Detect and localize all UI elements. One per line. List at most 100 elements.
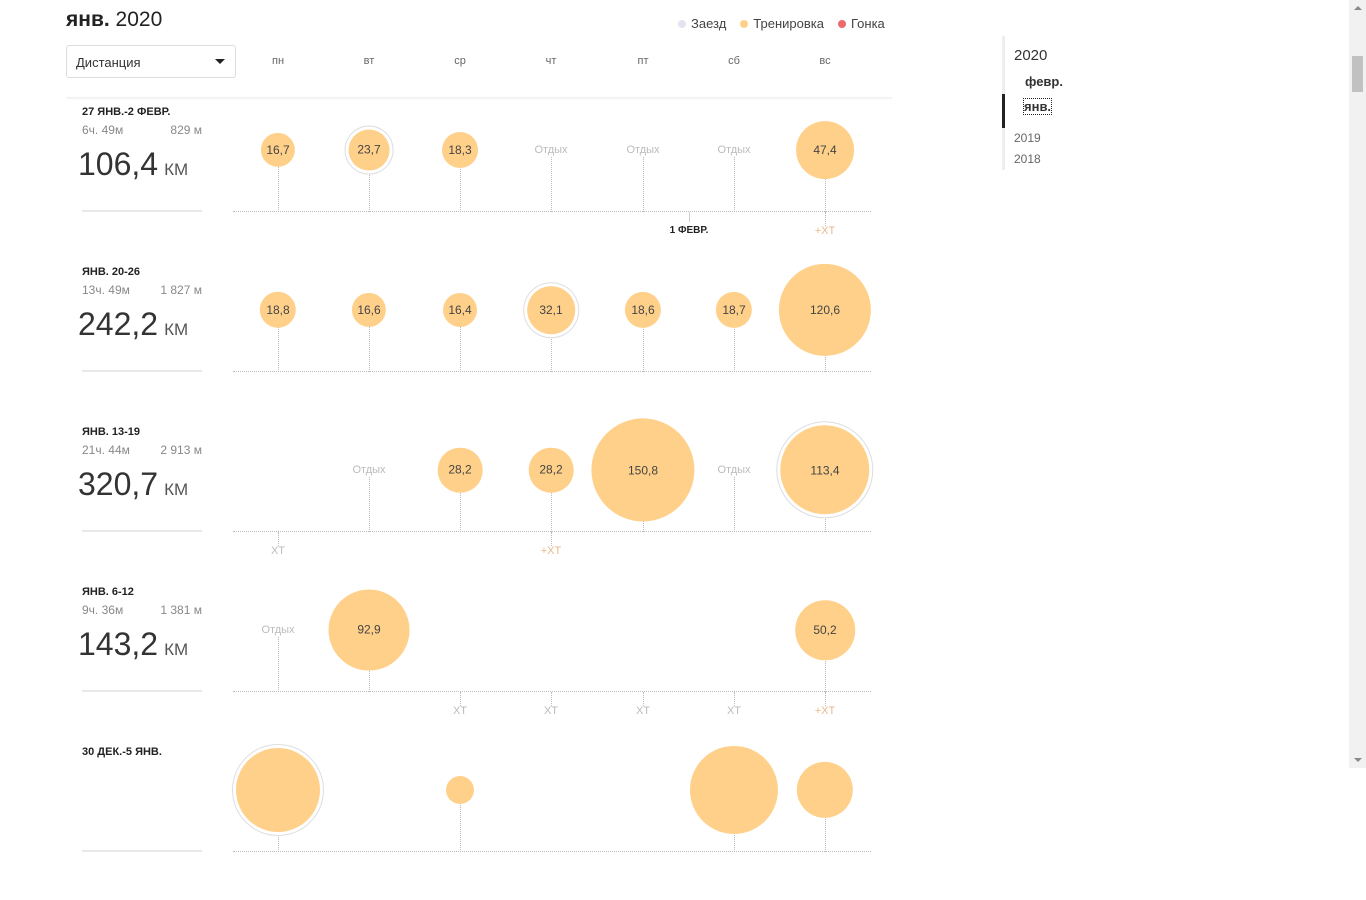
week-label: ЯНВ. 13-19 [82, 426, 141, 438]
week-distance: 320,7 КМ [78, 466, 188, 503]
day-stem [825, 150, 826, 212]
activity-bubble[interactable] [796, 761, 854, 819]
legend-label: Заезд [691, 16, 727, 31]
activity-bubble[interactable]: 47,4 [796, 121, 854, 179]
activity-bubble[interactable]: 50,2 [795, 600, 855, 660]
week-elevation: 1 827 м [160, 283, 202, 297]
week-label: 27 ЯНВ.-2 ФЕВР. [82, 106, 171, 118]
day-stem [825, 630, 826, 692]
day-stem [369, 150, 370, 212]
legend-item[interactable]: Тренировка [740, 16, 824, 31]
day-header: вс [819, 55, 831, 67]
legend-item[interactable]: Гонка [837, 16, 885, 31]
activity-bubble[interactable]: 120,6 [778, 263, 872, 357]
legend-item[interactable]: Заезд [678, 16, 726, 31]
distance-value: 242,2 [78, 306, 159, 342]
scroll-down-icon[interactable] [1354, 758, 1362, 762]
week-baseline [233, 531, 871, 532]
day-stem [278, 310, 279, 372]
week-duration: 21ч. 44м [82, 443, 130, 457]
nav-month-feb[interactable]: февр. [1025, 74, 1063, 89]
page-title: янв. 2020 [66, 8, 163, 31]
day-stem [369, 310, 370, 372]
xt-stem [825, 692, 826, 706]
month-marker-tick [688, 212, 690, 222]
xt-stem [460, 692, 461, 706]
cross-training-label[interactable]: +XT [814, 225, 836, 237]
day-stem [643, 150, 644, 212]
header-divider [66, 97, 892, 100]
week-elevation: 1 381 м [160, 603, 202, 617]
activity-bubble[interactable]: 16,4 [442, 292, 478, 328]
activity-bubble[interactable] [236, 748, 320, 832]
rest-day-label: Отдых [626, 144, 660, 156]
xt-stem [643, 692, 644, 706]
day-header: пн [271, 55, 285, 67]
week-divider [82, 850, 202, 852]
day-stem [734, 150, 735, 212]
activity-bubble[interactable] [689, 745, 779, 835]
day-stem [460, 310, 461, 372]
cross-training-label[interactable]: XT [726, 705, 742, 717]
activity-bubble[interactable]: 18,6 [624, 291, 662, 329]
legend-dot-icon [837, 20, 846, 28]
month-marker: 1 ФЕВР. [669, 225, 709, 236]
distance-unit: КМ [164, 320, 189, 339]
metric-select[interactable]: Дистанция [66, 45, 236, 78]
activity-bubble[interactable]: 92,9 [328, 589, 410, 671]
day-stem [734, 310, 735, 372]
day-stem [460, 150, 461, 212]
scrollbar-thumb[interactable] [1352, 56, 1363, 92]
legend: Заезд Тренировка Гонка [678, 16, 885, 31]
day-header: чт [545, 55, 557, 67]
nav-year-2018[interactable]: 2018 [1014, 152, 1041, 166]
activity-bubble[interactable]: 150,8 [591, 418, 695, 522]
activity-bubble[interactable]: 18,8 [259, 291, 297, 329]
cross-training-label[interactable]: XT [452, 705, 468, 717]
week-divider [82, 530, 202, 532]
xt-stem [551, 532, 552, 546]
activity-bubble[interactable]: 28,2 [437, 447, 483, 493]
activity-bubble[interactable]: 23,7 [348, 129, 390, 171]
week-row: 27 ЯНВ.-2 ФЕВР. 6ч. 49м 829 м 106,4 КМ 16,7 23… [0, 100, 900, 260]
cross-training-label[interactable]: XT [635, 705, 651, 717]
scrollbar[interactable] [1349, 0, 1366, 768]
activity-bubble[interactable]: 113,4 [780, 425, 870, 515]
activity-bubble[interactable]: 18,3 [442, 132, 478, 168]
week-duration: 9ч. 36м [82, 603, 124, 617]
day-stem [643, 310, 644, 372]
legend-dot-icon [678, 20, 686, 28]
nav-month-jan[interactable]: янв. [1022, 98, 1053, 115]
activity-bubble[interactable] [446, 776, 474, 804]
xt-stem [734, 692, 735, 706]
activity-bubble[interactable]: 18,7 [715, 291, 753, 329]
activity-bubble[interactable]: 28,2 [528, 447, 574, 493]
nav-year-2019[interactable]: 2019 [1014, 131, 1041, 145]
activity-bubble[interactable]: 16,7 [260, 132, 296, 168]
week-distance: 106,4 КМ [78, 146, 188, 183]
distance-value: 320,7 [78, 466, 159, 502]
day-stem [551, 150, 552, 212]
scroll-up-icon[interactable] [1354, 6, 1362, 10]
cross-training-label[interactable]: XT [270, 545, 286, 557]
week-baseline [233, 851, 871, 852]
nav-year-2020[interactable]: 2020 [1014, 47, 1048, 64]
rest-day-label: Отдых [717, 464, 751, 476]
day-stem [734, 470, 735, 532]
week-elevation: 2 913 м [160, 443, 202, 457]
cross-training-label[interactable]: XT [543, 705, 559, 717]
distance-value: 106,4 [78, 146, 159, 182]
legend-dot-icon [740, 20, 749, 28]
cross-training-label[interactable]: +XT [814, 705, 836, 717]
day-header: сб [728, 55, 740, 67]
cross-training-label[interactable]: +XT [540, 545, 562, 557]
week-distance: 143,2 КМ [78, 626, 188, 663]
activity-bubble[interactable]: 16,6 [351, 292, 387, 328]
xt-stem [551, 692, 552, 706]
week-distance: 242,2 КМ [78, 306, 188, 343]
week-row: 30 ДЕК.-5 ЯНВ. [0, 740, 900, 900]
day-header: ср [454, 55, 466, 67]
week-duration: 13ч. 49м [82, 283, 130, 297]
activity-bubble[interactable]: 32,1 [527, 286, 575, 334]
rest-day-label: Отдых [352, 464, 386, 476]
